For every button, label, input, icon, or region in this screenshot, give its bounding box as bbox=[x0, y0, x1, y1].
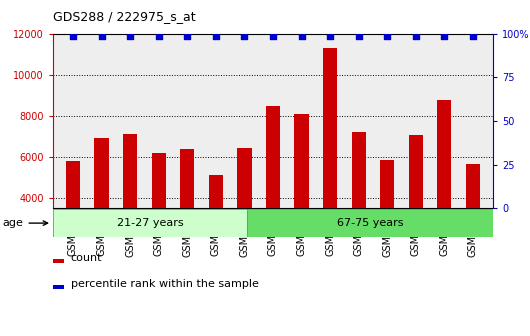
Point bbox=[297, 34, 306, 39]
Bar bbox=[380, 160, 394, 280]
Point bbox=[411, 34, 420, 39]
Bar bbox=[409, 135, 423, 280]
Bar bbox=[152, 153, 166, 280]
Text: 21-27 years: 21-27 years bbox=[117, 218, 183, 228]
Point bbox=[154, 34, 163, 39]
Point bbox=[326, 34, 334, 39]
Point bbox=[126, 34, 135, 39]
Bar bbox=[53, 285, 64, 289]
Point bbox=[440, 34, 448, 39]
Bar bbox=[323, 48, 337, 280]
Bar bbox=[53, 209, 247, 237]
Bar bbox=[66, 161, 80, 280]
Point bbox=[355, 34, 363, 39]
Bar bbox=[180, 149, 195, 280]
Bar bbox=[437, 100, 452, 280]
Point bbox=[240, 34, 249, 39]
Point bbox=[98, 34, 106, 39]
Text: age: age bbox=[3, 218, 48, 228]
Bar bbox=[266, 106, 280, 280]
Bar bbox=[294, 114, 308, 280]
Text: GDS288 / 222975_s_at: GDS288 / 222975_s_at bbox=[53, 10, 196, 24]
Bar bbox=[53, 259, 64, 263]
Bar bbox=[123, 134, 137, 280]
Point bbox=[211, 34, 220, 39]
Bar bbox=[466, 164, 480, 280]
Bar bbox=[209, 175, 223, 280]
Text: percentile rank within the sample: percentile rank within the sample bbox=[70, 279, 259, 289]
Text: count: count bbox=[70, 253, 102, 263]
Point bbox=[469, 34, 477, 39]
Bar bbox=[237, 148, 252, 280]
Point bbox=[183, 34, 191, 39]
Bar bbox=[94, 138, 109, 280]
Point bbox=[69, 34, 77, 39]
Bar bbox=[247, 209, 493, 237]
Bar bbox=[351, 132, 366, 280]
Point bbox=[269, 34, 277, 39]
Text: 67-75 years: 67-75 years bbox=[337, 218, 403, 228]
Point bbox=[383, 34, 392, 39]
